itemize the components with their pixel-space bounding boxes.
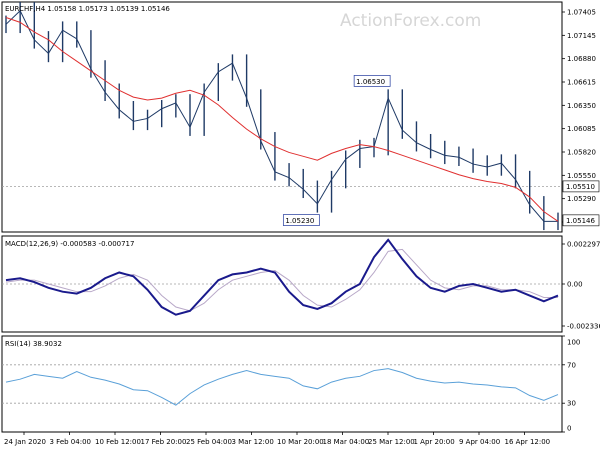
price-series-line [5,9,558,222]
moving-average-line [5,17,559,222]
price-axis-label: 1.06085 [567,125,596,133]
time-axis-label: 17 Feb 20:00 [141,438,187,446]
price-axis-label: 1.07405 [567,9,596,17]
time-axis-label: 10 Mar 20:00 [277,438,324,446]
time-axis-label: 16 Apr 12:00 [505,438,551,446]
time-axis-label: 9 Apr 04:00 [459,438,500,446]
macd-signal-line [5,248,558,312]
swing-low-box [282,214,320,226]
last-price-tag-box [562,214,600,227]
time-axis-label: 18 Mar 04:00 [323,438,370,446]
macd-header: MACD(12,26,9) -0.000583 -0.000717 [5,240,134,248]
time-axis-label: 25 Mar 12:00 [368,438,415,446]
level-price-tag-label: 1.05510 [566,183,595,191]
price-axis-label: 1.06880 [567,55,596,63]
price-axis-label: 1.05290 [567,195,596,203]
price-axis-label: 1.05550 [567,172,596,180]
price-header: EURCHF,H4 1.05158 1.05173 1.05139 1.0514… [5,5,170,13]
price-axis-label: 1.05820 [567,149,596,157]
rsi-line [5,368,559,406]
time-axis-label: 3 Mar 12:00 [232,438,274,446]
time-axis-label: 10 Feb 12:00 [95,438,141,446]
level-price-tag-box [562,180,600,193]
rsi-header: RSI(14) 38.9032 [5,340,62,348]
macd-axis-label: -0.002336 [567,323,600,331]
rsi-axis-label: 100 [567,339,580,347]
time-axis-label: 3 Feb 04:00 [50,438,91,446]
price-axis-label: 1.07145 [567,32,596,40]
time-axis-label: 1 Apr 20:00 [414,438,455,446]
panel-frame-price [1,1,563,233]
last-price-tag-label: 1.05146 [566,217,595,225]
macd-axis-label: 0.002297 [567,241,600,249]
macd-main-line [5,238,559,316]
rsi-axis-label: 70 [567,361,576,369]
time-axis-label: 25 Feb 04:00 [186,438,232,446]
macd-axis-label: 0.00 [567,281,583,289]
swing-low-label: 1.05230 [285,217,314,225]
price-axis-label: 1.06615 [567,79,596,87]
time-axis-label: 24 Jan 2020 [4,438,46,446]
rsi-axis-label: 0 [567,425,571,433]
swing-high-label: 1.06530 [356,78,385,86]
panel-frame-rsi [1,335,563,433]
watermark: ActionForex.com [340,11,481,31]
swing-high-box [353,75,391,87]
price-axis-label: 1.06350 [567,102,596,110]
rsi-axis-label: 30 [567,400,576,408]
